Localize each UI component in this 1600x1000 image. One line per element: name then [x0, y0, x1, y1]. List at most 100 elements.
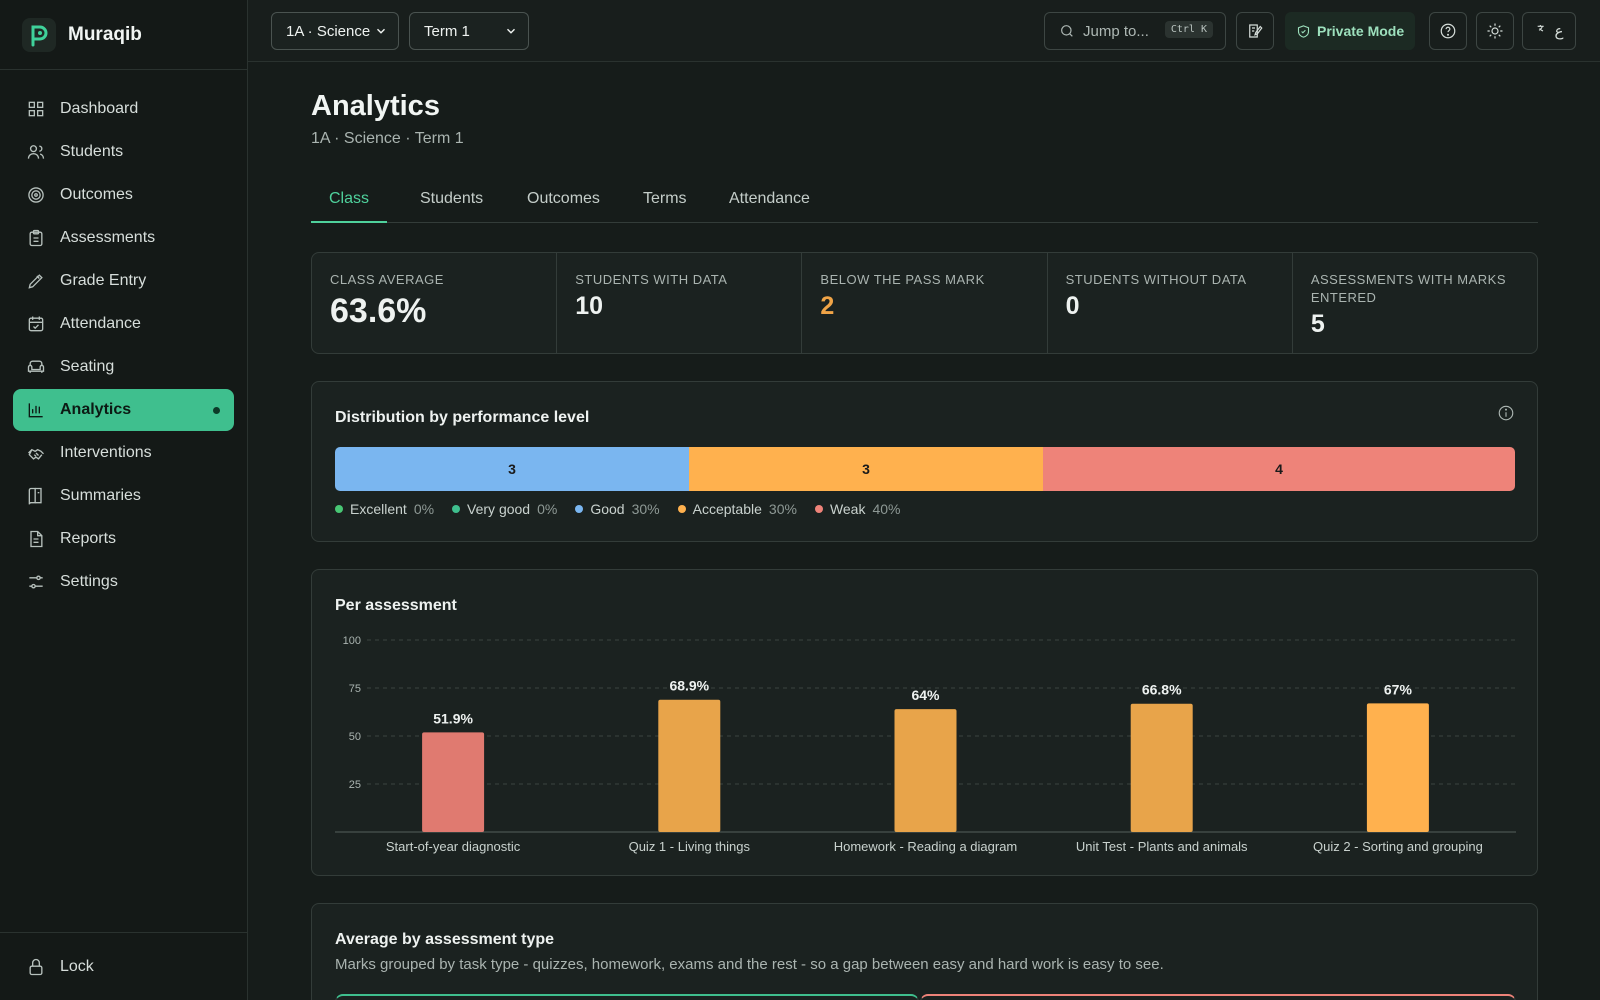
translate-icon: [1537, 25, 1544, 32]
jump-placeholder: Jump to...: [1083, 22, 1149, 40]
by-type-subtitle: Marks grouped by task type - quizzes, ho…: [335, 956, 1164, 973]
stat-label: Assessments with marks entered: [1310, 272, 1507, 305]
sidebar-item-seating[interactable]: Seating: [13, 346, 234, 388]
bar-value-label: 67%: [1384, 681, 1413, 697]
sidebar-item-label: Settings: [60, 573, 118, 590]
per-assessment-title: Per assessment: [335, 597, 457, 614]
tab-outcomes[interactable]: Outcomes: [527, 190, 600, 207]
sidebar-item-interventions[interactable]: Interventions: [13, 432, 234, 474]
tab-terms[interactable]: Terms: [643, 190, 687, 207]
brand[interactable]: Muraqib: [0, 0, 247, 70]
sidebar-item-dashboard[interactable]: Dashboard: [13, 88, 234, 130]
legend-label: Good: [590, 501, 625, 517]
private-mode-toggle[interactable]: Private Mode: [1285, 12, 1415, 50]
term-select[interactable]: Term 1: [409, 12, 529, 50]
term-select-value: Term 1: [424, 22, 470, 40]
chevron-down-icon: [377, 28, 385, 34]
sidebar-item-summaries[interactable]: Summaries: [13, 475, 234, 517]
active-indicator-dot: [213, 407, 220, 414]
sidebar-item-label: Summaries: [60, 487, 141, 504]
sidebar-item-label: Reports: [60, 530, 117, 547]
legend-label: Excellent: [350, 501, 407, 517]
legend-percent: 40%: [872, 501, 901, 517]
stat-class-average: Class average 63.6%: [312, 253, 558, 353]
bar-value-label: 51.9%: [433, 710, 473, 726]
clipboard-icon: [29, 229, 43, 247]
calendar-check-icon: [28, 316, 44, 332]
legend-item-acceptable: Acceptable 30%: [677, 501, 797, 517]
bar-chart-icon: [28, 403, 43, 418]
assessment-bar[interactable]: [658, 699, 721, 832]
assessment-bar[interactable]: [894, 709, 957, 832]
sidebar-item-analytics[interactable]: Analytics: [13, 389, 234, 431]
stat-value: 5: [1310, 310, 1325, 338]
assessment-bar[interactable]: [1130, 703, 1193, 832]
stat-value: 0: [1065, 292, 1080, 320]
sidebar-item-settings[interactable]: Settings: [13, 561, 234, 603]
assessment-bar[interactable]: [422, 732, 485, 832]
lock-button[interactable]: Lock: [0, 932, 248, 1000]
stat-students-with-data: Students with data 10: [557, 253, 803, 353]
theme-toggle-button[interactable]: [1476, 12, 1514, 50]
sidebar-item-outcomes[interactable]: Outcomes: [13, 174, 234, 216]
summary-stats: Class average 63.6% Students with data 1…: [311, 252, 1538, 354]
language-switch-button[interactable]: ع: [1522, 12, 1576, 50]
sidebar-item-label: Analytics: [60, 401, 132, 418]
class-select[interactable]: 1A · Science: [271, 12, 399, 50]
users-icon: [27, 145, 45, 159]
sidebar-item-label: Students: [60, 143, 124, 160]
lock-icon: [29, 958, 43, 975]
stat-value: 63.6%: [330, 292, 427, 330]
tab-class[interactable]: Class: [311, 180, 388, 223]
sidebar-item-reports[interactable]: Reports: [13, 518, 234, 560]
sidebar-item-assessments[interactable]: Assessments: [13, 217, 234, 259]
tab-students[interactable]: Students: [420, 190, 484, 207]
legend-item-good: Good 30%: [575, 501, 660, 517]
page-title: Analytics: [311, 90, 440, 122]
type-card-left: [335, 994, 919, 1000]
sidebar-item-grade-entry[interactable]: Grade Entry: [13, 260, 234, 302]
legend-label: Weak: [829, 501, 866, 517]
quick-note-button[interactable]: [1236, 12, 1274, 50]
sidebar-item-label: Attendance: [60, 315, 141, 332]
sidebar-item-attendance[interactable]: Attendance: [13, 303, 234, 345]
bar-value-label: 66.8%: [1142, 682, 1182, 698]
dashboard-icon: [28, 101, 44, 117]
distribution-segment-weak[interactable]: 4: [1043, 447, 1515, 491]
distribution-segment-good[interactable]: 3: [335, 447, 689, 491]
help-button[interactable]: [1429, 12, 1467, 50]
info-icon[interactable]: [1497, 404, 1515, 422]
legend-dot: [335, 505, 343, 513]
distribution-segment-acceptable[interactable]: 3: [689, 447, 1043, 491]
sidebar: Muraqib Dashboard Students Outcomes Assessm…: [0, 0, 248, 1000]
app-logo-icon: [22, 17, 56, 52]
distribution-title: Distribution by performance level: [335, 409, 590, 426]
tab-attendance[interactable]: Attendance: [729, 190, 810, 207]
by-type-card: Average by assessment type Marks grouped…: [311, 903, 1538, 1000]
y-tick-label: 50: [349, 731, 361, 743]
x-tick-label: Homework - Reading a diagram: [834, 839, 1018, 854]
bar-value-label: 64%: [911, 687, 940, 703]
jump-to-search[interactable]: Jump to... Ctrl K: [1044, 12, 1226, 50]
assessment-bar[interactable]: [1366, 703, 1429, 832]
file-text-icon: [30, 530, 43, 548]
legend-percent: 0%: [537, 501, 558, 517]
per-assessment-card: Per assessment 25 50 75 100 51.9% Start-of-ye…: [311, 569, 1538, 876]
legend-label: Acceptable: [692, 501, 762, 517]
stat-value: 2: [820, 292, 835, 320]
sidebar-item-label: Grade Entry: [60, 272, 147, 289]
type-card-right: [920, 994, 1516, 1000]
legend-dot: [677, 505, 686, 513]
distribution-legend: Excellent 0% Very good 0% Good 30% Acceptable 3…: [335, 501, 919, 517]
x-tick-label: Quiz 1 - Living things: [629, 839, 751, 854]
legend-label: Very good: [467, 501, 531, 517]
stat-label: Students without data: [1065, 272, 1247, 287]
private-mode-label: Private Mode: [1317, 23, 1405, 39]
sidebar-item-students[interactable]: Students: [13, 131, 234, 173]
legend-percent: 30%: [768, 501, 797, 517]
x-tick-label: Quiz 2 - Sorting and grouping: [1313, 839, 1483, 854]
app-name: Muraqib: [68, 23, 142, 45]
shield-check-icon: [1297, 24, 1310, 38]
stat-below-pass-mark: Below the pass mark 2: [802, 253, 1048, 353]
pencil-icon: [28, 274, 43, 289]
